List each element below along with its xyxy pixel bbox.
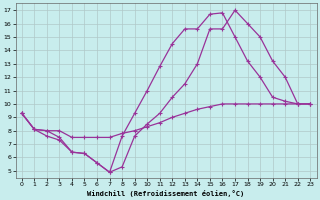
X-axis label: Windchill (Refroidissement éolien,°C): Windchill (Refroidissement éolien,°C) [87, 190, 245, 197]
